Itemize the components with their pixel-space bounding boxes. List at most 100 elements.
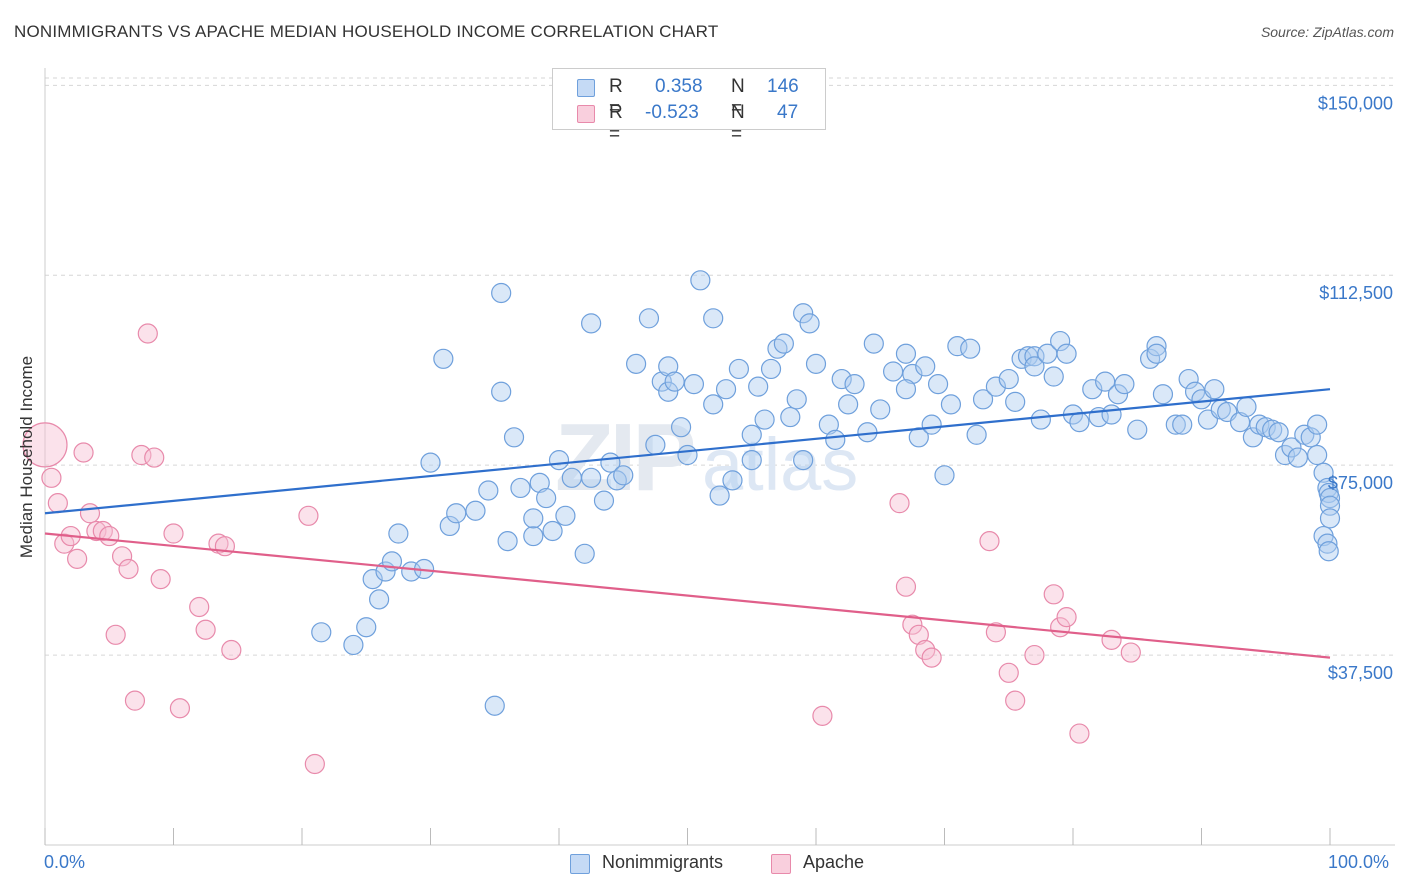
nonimmigrants-point bbox=[709, 485, 730, 506]
nonimmigrants-point bbox=[1178, 368, 1199, 390]
nonimmigrants-point bbox=[1307, 414, 1328, 435]
nonimmigrants-point bbox=[902, 363, 923, 385]
nonimmigrants-point bbox=[536, 487, 557, 509]
y-axis-label: Median Household Income bbox=[17, 355, 36, 559]
nonimmigrants-point bbox=[1043, 366, 1064, 387]
nonimmigrants-point bbox=[401, 561, 422, 582]
apache-point bbox=[150, 569, 171, 590]
nonimmigrants-point bbox=[1281, 437, 1302, 458]
nonimmigrants-point bbox=[805, 353, 827, 374]
apache-point bbox=[979, 531, 1000, 552]
apache-point bbox=[1069, 723, 1090, 744]
nonimmigrants-point bbox=[985, 376, 1007, 397]
y-tick-label: $150,000 bbox=[1318, 93, 1393, 113]
y-tick-labels: $37,500 $75,000 $112,500 $150,000 bbox=[1318, 93, 1393, 683]
nonimmigrants-point bbox=[369, 589, 390, 610]
apache-point bbox=[118, 558, 139, 580]
apache-point bbox=[144, 447, 165, 468]
nonimmigrants-point bbox=[356, 617, 377, 638]
nonimmigrants-point bbox=[947, 336, 968, 357]
nonimmigrants-point bbox=[1024, 356, 1045, 377]
nonimmigrants-point bbox=[478, 480, 499, 501]
grid-lines bbox=[45, 77, 1395, 656]
nonimmigrants-point bbox=[388, 523, 409, 544]
nonimmigrants-point bbox=[793, 303, 814, 324]
apache-point bbox=[86, 520, 107, 542]
apache-point bbox=[22, 422, 68, 468]
nonimmigrants-legend-swatch bbox=[570, 854, 590, 874]
nonimmigrants-point bbox=[1146, 336, 1167, 357]
apache-point bbox=[889, 493, 910, 514]
nonimmigrants-point bbox=[1024, 346, 1045, 367]
nonimmigrants-swatch bbox=[577, 79, 595, 97]
nonimmigrants-point bbox=[465, 500, 486, 521]
nonimmigrants-point bbox=[1127, 419, 1148, 440]
nonimmigrants-point bbox=[915, 356, 936, 377]
apache-point bbox=[1005, 690, 1026, 711]
nonimmigrants-point bbox=[645, 434, 666, 456]
apache-point bbox=[189, 596, 210, 618]
apache-point bbox=[137, 323, 158, 344]
r-value: 0.358 bbox=[655, 76, 703, 97]
nonimmigrants-point bbox=[895, 379, 917, 400]
nonimmigrants-point bbox=[677, 444, 698, 466]
nonimmigrants-trend-line bbox=[44, 388, 1331, 515]
nonimmigrants-point bbox=[1204, 379, 1225, 400]
nonimmigrants-point bbox=[497, 531, 518, 552]
apache-point bbox=[124, 690, 146, 711]
nonimmigrants-point bbox=[793, 449, 814, 471]
n-value: 47 bbox=[777, 102, 799, 123]
nonimmigrants-point bbox=[613, 465, 634, 486]
nonimmigrants-point bbox=[786, 389, 807, 410]
apache-point bbox=[163, 523, 184, 544]
nonimmigrants-point bbox=[780, 406, 801, 428]
nonimmigrants-point bbox=[934, 465, 955, 486]
nonimmigrants-point bbox=[523, 525, 544, 547]
nonimmigrants-point bbox=[510, 477, 531, 499]
nonimmigrants-point bbox=[362, 569, 383, 590]
nonimmigrants-point bbox=[311, 622, 332, 643]
apache-trend-line bbox=[44, 532, 1331, 659]
nonimmigrants-point bbox=[561, 467, 582, 488]
nonimmigrants-point bbox=[625, 353, 647, 374]
nonimmigrants-point bbox=[728, 358, 750, 380]
apache-point bbox=[1120, 642, 1141, 663]
nonimmigrants-point bbox=[1307, 444, 1328, 466]
nonimmigrants-point bbox=[754, 409, 775, 430]
nonimmigrants-point bbox=[491, 282, 512, 304]
nonimmigrants-point bbox=[1165, 414, 1186, 435]
apache-point bbox=[921, 647, 942, 668]
nonimmigrants-point bbox=[844, 374, 865, 395]
nonimmigrants-point bbox=[542, 520, 563, 542]
nonimmigrants-point bbox=[523, 508, 544, 529]
y-tick-label: $37,500 bbox=[1328, 663, 1393, 683]
nonimmigrants-point bbox=[715, 379, 737, 400]
nonimmigrants-point bbox=[484, 695, 505, 716]
nonimmigrants-point bbox=[1300, 427, 1321, 448]
nonimmigrants-point bbox=[1069, 412, 1090, 433]
apache-point bbox=[73, 442, 94, 463]
apache-point bbox=[985, 622, 1007, 643]
apache-point bbox=[169, 698, 191, 719]
nonimmigrants-point bbox=[1313, 462, 1334, 483]
apache-point bbox=[1101, 629, 1122, 650]
nonimmigrants-point bbox=[1268, 422, 1289, 443]
apache-point bbox=[1024, 644, 1045, 666]
axes bbox=[44, 68, 1395, 846]
nonimmigrants-point bbox=[574, 543, 595, 564]
stats-legend: R = 0.358 N = 146 R = -0.523 N = 47 bbox=[552, 68, 826, 145]
r-label: R = bbox=[609, 76, 623, 119]
x-tick-label-max: 100.0% bbox=[1328, 852, 1390, 872]
apache-point bbox=[79, 503, 101, 524]
nonimmigrants-point bbox=[838, 394, 859, 415]
apache-point bbox=[67, 548, 88, 569]
apache-point bbox=[99, 525, 120, 547]
apache-point bbox=[298, 505, 319, 526]
nonimmigrants-point bbox=[593, 490, 615, 511]
x-tick-label-min: 0.0% bbox=[44, 852, 86, 872]
nonimmigrants-point bbox=[1082, 379, 1103, 400]
nonimmigrants-point bbox=[638, 308, 660, 329]
apache-point bbox=[105, 624, 126, 645]
nonimmigrants-point bbox=[690, 270, 711, 291]
